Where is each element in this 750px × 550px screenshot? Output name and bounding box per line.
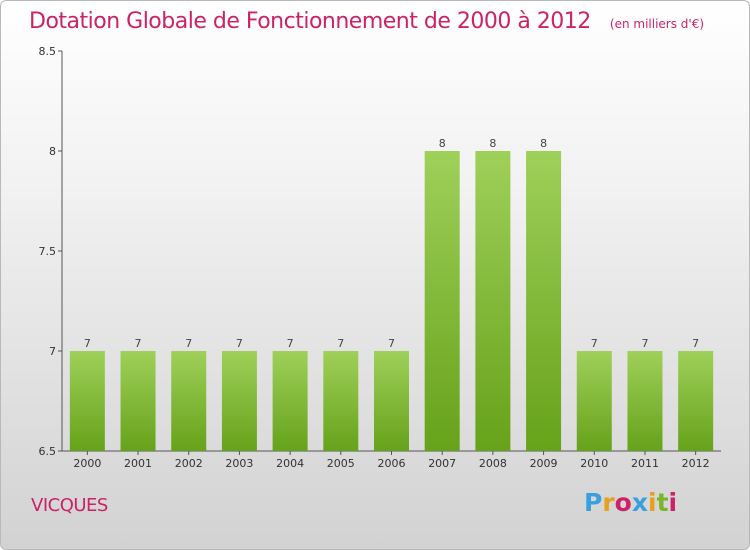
bar-2004 — [272, 351, 308, 451]
y-tick-label: 8.5 — [39, 45, 57, 58]
x-tick-label-2007: 2007 — [428, 457, 456, 470]
data-label-2008: 8 — [489, 137, 496, 150]
x-tick-label-2009: 2009 — [530, 457, 558, 470]
data-label-2005: 7 — [337, 337, 344, 350]
y-tick-label: 7.5 — [39, 245, 57, 258]
x-tick-label-2000: 2000 — [73, 457, 101, 470]
logo-letter: x — [631, 488, 648, 517]
data-label-2010: 7 — [591, 337, 598, 350]
data-label-2003: 7 — [236, 337, 243, 350]
bar-2003 — [221, 351, 257, 451]
bar-2012 — [678, 351, 714, 451]
bar-2007 — [424, 151, 460, 451]
x-tick-label-2002: 2002 — [175, 457, 203, 470]
data-label-2002: 7 — [185, 337, 192, 350]
data-label-2009: 8 — [540, 137, 547, 150]
x-tick-label-2005: 2005 — [327, 457, 355, 470]
y-tick-label: 7 — [49, 345, 56, 358]
proxiti-logo[interactable]: Proxiti — [584, 488, 677, 517]
data-label-2004: 7 — [287, 337, 294, 350]
x-tick-label-2001: 2001 — [124, 457, 152, 470]
logo-letter: i — [668, 488, 678, 517]
x-tick-label-2011: 2011 — [631, 457, 659, 470]
x-tick-label-2012: 2012 — [682, 457, 710, 470]
x-tick-label-2010: 2010 — [580, 457, 608, 470]
logo-letter: r — [602, 488, 615, 517]
x-tick-label-2006: 2006 — [378, 457, 406, 470]
x-tick-label-2004: 2004 — [276, 457, 304, 470]
chart-title: Dotation Globale de Fonctionnement de 20… — [29, 9, 591, 34]
bar-2000 — [69, 351, 105, 451]
data-label-2011: 7 — [641, 337, 648, 350]
x-tick-label-2003: 2003 — [225, 457, 253, 470]
title-row: Dotation Globale de Fonctionnement de 20… — [29, 9, 704, 34]
y-tick-label: 8 — [49, 145, 56, 158]
bar-2008 — [475, 151, 511, 451]
logo-letter: i — [648, 488, 657, 517]
bar-2002 — [171, 351, 207, 451]
data-label-2006: 7 — [388, 337, 395, 350]
data-label-2012: 7 — [692, 337, 699, 350]
bar-2010 — [576, 351, 612, 451]
bar-2006 — [374, 351, 409, 451]
bar-2005 — [323, 351, 359, 451]
data-label-2007: 8 — [439, 137, 446, 150]
bar-2009 — [526, 151, 562, 451]
logo-letter: o — [614, 488, 632, 517]
logo-letter: P — [584, 488, 603, 517]
commune-name: VICQUES — [31, 495, 108, 516]
bar-2011 — [627, 351, 663, 451]
chart-subtitle: (en milliers d'€) — [609, 17, 705, 31]
data-label-2000: 7 — [84, 337, 91, 350]
data-label-2001: 7 — [135, 337, 142, 350]
y-tick-label: 6.5 — [39, 445, 57, 458]
x-tick-label-2008: 2008 — [479, 457, 507, 470]
bar-2001 — [120, 351, 156, 451]
logo-letter: t — [656, 488, 669, 517]
